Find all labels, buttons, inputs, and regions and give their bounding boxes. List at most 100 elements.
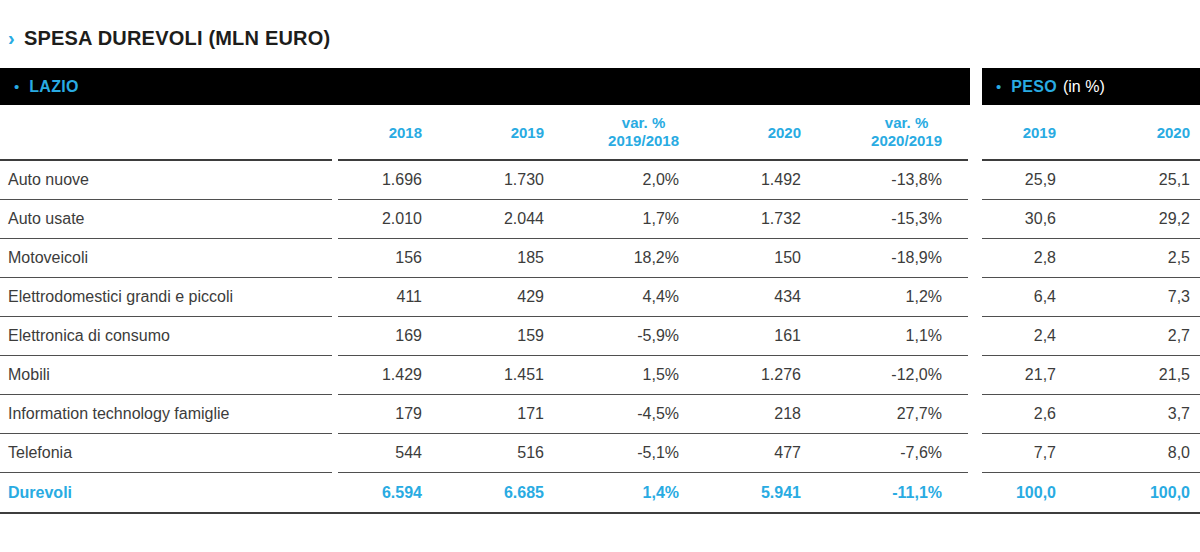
table-row: Telefonia 544 516 -5,1% 477 -7,6% 7,7 8,… <box>0 434 1200 473</box>
column-group-gap <box>968 105 982 161</box>
cell-var-2020-2019: 1,1% <box>801 317 968 356</box>
cell-var-2019-2018: 2,0% <box>544 161 679 200</box>
cell-2018: 156 <box>338 239 422 278</box>
cell-var-2019-2018: 1,5% <box>544 356 679 395</box>
table-header-row: 2018 2019 var. %2019/2018 2020 var. %202… <box>0 105 1200 161</box>
row-label: Motoveicoli <box>0 239 332 278</box>
cell-2019: 6.685 <box>422 473 544 512</box>
cell-var-2019-2018: 1,7% <box>544 200 679 239</box>
cell-peso-2019: 100,0 <box>982 473 1056 512</box>
table-row: Auto nuove 1.696 1.730 2,0% 1.492 -13,8%… <box>0 161 1200 200</box>
cell-2018: 1.696 <box>338 161 422 200</box>
cell-peso-2020: 3,7 <box>1056 395 1200 434</box>
col-header-peso-2020: 2020 <box>1056 105 1200 161</box>
row-label: Elettrodomestici grandi e piccoli <box>0 278 332 317</box>
cell-var-2019-2018: -5,9% <box>544 317 679 356</box>
cell-2019: 1.730 <box>422 161 544 200</box>
cell-2018: 6.594 <box>338 473 422 512</box>
row-label: Elettronica di consumo <box>0 317 332 356</box>
cell-2018: 411 <box>338 278 422 317</box>
cell-var-2019-2018: 18,2% <box>544 239 679 278</box>
cell-var-2020-2019: 27,7% <box>801 395 968 434</box>
cell-2019: 185 <box>422 239 544 278</box>
cell-2020: 5.941 <box>679 473 801 512</box>
cell-2018: 544 <box>338 434 422 473</box>
cell-2019: 1.451 <box>422 356 544 395</box>
row-label: Mobili <box>0 356 332 395</box>
cell-peso-2019: 2,6 <box>982 395 1056 434</box>
cell-peso-2020: 25,1 <box>1056 161 1200 200</box>
cell-peso-2020: 29,2 <box>1056 200 1200 239</box>
cell-2020: 218 <box>679 395 801 434</box>
cell-2019: 159 <box>422 317 544 356</box>
chevron-right-icon: › <box>8 27 15 49</box>
table-row: Auto usate 2.010 2.044 1,7% 1.732 -15,3%… <box>0 200 1200 239</box>
table-row: Elettronica di consumo 169 159 -5,9% 161… <box>0 317 1200 356</box>
var-header-line2: 2020/2019 <box>871 132 942 149</box>
cell-2019: 429 <box>422 278 544 317</box>
peso-header-bar: • PESO (in %) <box>982 68 1200 105</box>
cell-2020: 477 <box>679 434 801 473</box>
cell-peso-2019: 2,4 <box>982 317 1056 356</box>
peso-label: PESO <box>1011 78 1057 96</box>
table-row: Motoveicoli 156 185 18,2% 150 -18,9% 2,8… <box>0 239 1200 278</box>
cell-var-2020-2019: -13,8% <box>801 161 968 200</box>
col-header-var-2020-2019: var. %2020/2019 <box>801 105 968 161</box>
table-row: Information technology famiglie 179 171 … <box>0 395 1200 434</box>
column-group-gap <box>968 239 982 278</box>
cell-2019: 171 <box>422 395 544 434</box>
cell-peso-2019: 2,8 <box>982 239 1056 278</box>
row-label: Auto usate <box>0 200 332 239</box>
bullet-icon: • <box>14 78 19 95</box>
header-label-spacer <box>0 105 332 161</box>
section-header-bars: • LAZIO • PESO (in %) <box>0 68 1200 105</box>
var-header-line1: var. % <box>622 114 665 131</box>
table-body: Auto nuove 1.696 1.730 2,0% 1.492 -13,8%… <box>0 161 1200 512</box>
var-header-block: var. %2020/2019 <box>871 114 942 150</box>
cell-2020: 1.276 <box>679 356 801 395</box>
cell-peso-2019: 21,7 <box>982 356 1056 395</box>
cell-peso-2019: 7,7 <box>982 434 1056 473</box>
cell-2020: 434 <box>679 278 801 317</box>
page-title: ›SPESA DUREVOLI (MLN EURO) <box>0 0 1200 52</box>
cell-2018: 2.010 <box>338 200 422 239</box>
column-group-gap <box>968 434 982 473</box>
cell-2019: 2.044 <box>422 200 544 239</box>
cell-var-2020-2019: -7,6% <box>801 434 968 473</box>
row-label: Durevoli <box>0 473 332 512</box>
cell-var-2019-2018: 1,4% <box>544 473 679 512</box>
cell-peso-2020: 2,5 <box>1056 239 1200 278</box>
column-group-gap <box>968 200 982 239</box>
table-total-row: Durevoli 6.594 6.685 1,4% 5.941 -11,1% 1… <box>0 473 1200 512</box>
cell-peso-2020: 100,0 <box>1056 473 1200 512</box>
cell-2020: 150 <box>679 239 801 278</box>
var-header-block: var. %2019/2018 <box>608 114 679 150</box>
cell-peso-2020: 21,5 <box>1056 356 1200 395</box>
cell-2020: 1.732 <box>679 200 801 239</box>
cell-peso-2020: 7,3 <box>1056 278 1200 317</box>
cell-var-2019-2018: -5,1% <box>544 434 679 473</box>
bar-divider <box>970 68 982 105</box>
column-group-gap <box>968 278 982 317</box>
row-label: Telefonia <box>0 434 332 473</box>
cell-peso-2020: 2,7 <box>1056 317 1200 356</box>
row-label: Auto nuove <box>0 161 332 200</box>
cell-var-2019-2018: 4,4% <box>544 278 679 317</box>
table-bottom-rule <box>0 512 1200 514</box>
cell-var-2020-2019: 1,2% <box>801 278 968 317</box>
col-header-peso-2019: 2019 <box>982 105 1056 161</box>
cell-2020: 161 <box>679 317 801 356</box>
cell-peso-2019: 30,6 <box>982 200 1056 239</box>
col-header-2019: 2019 <box>422 105 544 161</box>
region-label: LAZIO <box>29 78 79 96</box>
table-row: Mobili 1.429 1.451 1,5% 1.276 -12,0% 21,… <box>0 356 1200 395</box>
cell-2018: 179 <box>338 395 422 434</box>
cell-var-2019-2018: -4,5% <box>544 395 679 434</box>
cell-2018: 1.429 <box>338 356 422 395</box>
column-group-gap <box>968 473 982 512</box>
cell-peso-2019: 6,4 <box>982 278 1056 317</box>
bullet-icon: • <box>996 78 1001 95</box>
region-header-bar: • LAZIO <box>0 68 970 105</box>
cell-2020: 1.492 <box>679 161 801 200</box>
peso-unit-label: (in %) <box>1063 78 1105 96</box>
